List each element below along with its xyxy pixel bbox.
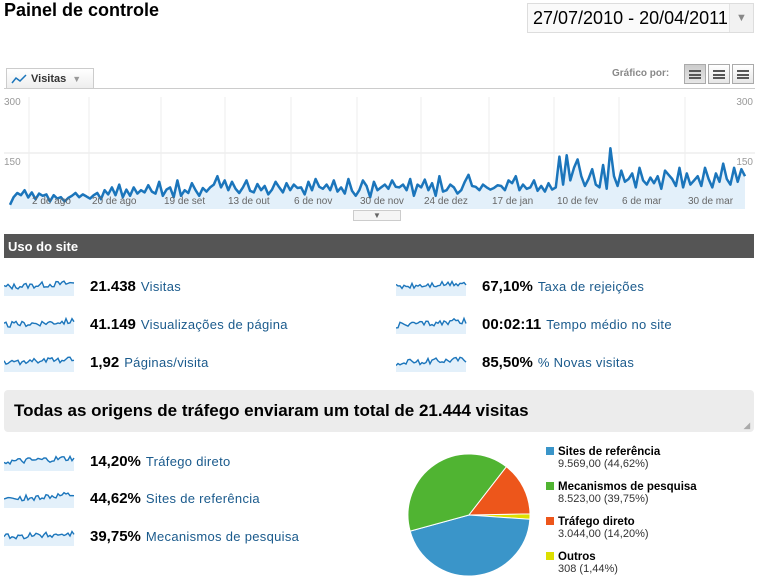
visits-chart-svg: 300 150 300 150 2 de ago 20 de ago 19 de set 13… bbox=[4, 97, 755, 209]
sparkline-icon bbox=[4, 316, 75, 334]
x-axis-label: 24 de dez bbox=[424, 196, 468, 207]
line-chart-icon bbox=[11, 73, 27, 83]
usage-stat-link[interactable]: Taxa de rejeições bbox=[537, 278, 645, 294]
x-axis-label: 10 de fev bbox=[557, 196, 598, 207]
traffic-stat-value: 14,20% bbox=[90, 452, 141, 470]
x-axis-label: 13 de out bbox=[228, 196, 270, 207]
legend-item: Mecanismos de pesquisa 8.523,00 (39,75%) bbox=[546, 481, 697, 505]
metric-label: Visitas bbox=[31, 72, 67, 85]
traffic-sources-header: Todas as origens de tráfego enviaram um … bbox=[4, 390, 754, 432]
visits-chart[interactable]: 300 150 300 150 2 de ago 20 de ago 19 de set 13… bbox=[4, 88, 755, 212]
page-title: Painel de controle bbox=[4, 0, 160, 20]
collapse-chart-button[interactable]: ▼ bbox=[353, 210, 401, 221]
traffic-pie-chart[interactable] bbox=[404, 450, 534, 580]
date-range-value: 27/07/2010 - 20/04/2011 bbox=[533, 7, 728, 28]
series-area bbox=[10, 148, 745, 209]
list-icon bbox=[713, 69, 725, 79]
legend-detail: 308 (1,44%) bbox=[558, 563, 618, 575]
usage-stat-value: 67,10% bbox=[482, 277, 533, 295]
sparkline-icon bbox=[396, 356, 467, 372]
pie-slice bbox=[407, 453, 508, 532]
x-axis-label: 30 de mar bbox=[688, 196, 734, 207]
legend-item: Tráfego direto 3.044,00 (14,20%) bbox=[546, 516, 649, 540]
traffic-stat-value: 44,62% bbox=[90, 489, 141, 507]
legend-swatch bbox=[546, 552, 554, 560]
legend-name: Tráfego direto bbox=[558, 516, 635, 528]
y-axis-label-left: 150 bbox=[4, 157, 21, 168]
usage-stat-value: 41.149 bbox=[90, 315, 136, 333]
x-axis-label: 2 de ago bbox=[32, 196, 71, 207]
usage-stat: 85,50%% Novas visitas bbox=[396, 350, 634, 374]
traffic-stat: 39,75% Mecanismos de pesquisa bbox=[4, 524, 299, 548]
list-icon bbox=[737, 69, 749, 79]
sparkline-icon bbox=[4, 530, 75, 546]
legend-item: Sites de referência 9.569,00 (44,62%) bbox=[546, 446, 660, 470]
graph-by-day-button[interactable] bbox=[684, 64, 706, 84]
chevron-down-icon[interactable]: ▼ bbox=[729, 4, 753, 32]
x-axis-label: 19 de set bbox=[164, 196, 205, 207]
traffic-stat-value: 39,75% bbox=[90, 527, 141, 545]
legend-swatch bbox=[546, 517, 554, 525]
usage-stat-value: 00:02:11 bbox=[482, 315, 542, 333]
legend-swatch bbox=[546, 447, 554, 455]
sparkline-icon bbox=[396, 280, 467, 296]
usage-stat-value: 21.438 bbox=[90, 277, 136, 295]
legend-item: Outros 308 (1,44%) bbox=[546, 551, 618, 575]
traffic-stat-link[interactable]: Sites de referência bbox=[145, 490, 260, 506]
usage-stat: 67,10% Taxa de rejeições bbox=[396, 274, 644, 298]
metric-selector[interactable]: Visitas ▼ bbox=[6, 68, 94, 88]
legend-detail: 9.569,00 (44,62%) bbox=[558, 458, 649, 470]
pie-slice bbox=[409, 514, 531, 577]
usage-stat: 1,92 Páginas/visita bbox=[4, 350, 209, 374]
usage-stat: 00:02:11 Tempo médio no site bbox=[396, 312, 672, 336]
list-icon bbox=[689, 69, 701, 79]
traffic-stat-link[interactable]: Tráfego direto bbox=[145, 453, 231, 469]
y-axis-label-right: 150 bbox=[736, 157, 753, 168]
x-axis-label: 17 de jan bbox=[492, 196, 533, 207]
legend-name: Outros bbox=[558, 551, 596, 563]
usage-stat-value: 1,92 bbox=[90, 353, 120, 371]
sparkline-icon bbox=[4, 491, 75, 508]
traffic-stat-link[interactable]: Mecanismos de pesquisa bbox=[145, 528, 300, 544]
x-axis-label: 20 de ago bbox=[92, 196, 137, 207]
sparkline-icon bbox=[4, 454, 75, 471]
y-axis-label-right: 300 bbox=[736, 97, 753, 108]
sparkline-icon bbox=[4, 280, 75, 296]
legend-detail: 3.044,00 (14,20%) bbox=[558, 528, 649, 540]
usage-stat: 21.438 Visitas bbox=[4, 274, 181, 298]
series-line bbox=[8, 146, 747, 206]
corner-icon: ◢ bbox=[743, 421, 750, 430]
usage-stat: 41.149 Visualizações de página bbox=[4, 312, 288, 336]
traffic-sources-title: Todas as origens de tráfego enviaram um … bbox=[14, 401, 529, 420]
usage-stat-link[interactable]: Visualizações de página bbox=[140, 316, 288, 332]
sparkline-icon bbox=[396, 316, 467, 334]
pie-slice bbox=[467, 466, 531, 516]
usage-stat-link[interactable]: Páginas/visita bbox=[124, 354, 209, 370]
legend-swatch bbox=[546, 482, 554, 490]
legend-detail: 8.523,00 (39,75%) bbox=[558, 493, 649, 505]
traffic-stat: 14,20% Tráfego direto bbox=[4, 449, 231, 473]
usage-stat-link[interactable]: Visitas bbox=[140, 278, 182, 294]
usage-stat-link[interactable]: % Novas visitas bbox=[537, 354, 635, 370]
graph-by-label: Gráfico por: bbox=[612, 68, 670, 79]
legend-name: Sites de referência bbox=[558, 446, 661, 458]
x-axis-label: 30 de nov bbox=[360, 196, 404, 207]
graph-by-week-button[interactable] bbox=[708, 64, 730, 84]
usage-stat-link[interactable]: Tempo médio no site bbox=[546, 316, 672, 332]
dropdown-arrow-icon: ▼ bbox=[72, 73, 82, 84]
sparkline-icon bbox=[4, 356, 75, 372]
traffic-stat: 44,62% Sites de referência bbox=[4, 486, 260, 510]
graph-by-month-button[interactable] bbox=[732, 64, 754, 84]
usage-stat-value: 85,50% bbox=[482, 353, 533, 371]
y-axis-label-left: 300 bbox=[4, 97, 21, 108]
legend-name: Mecanismos de pesquisa bbox=[558, 481, 697, 493]
x-axis-label: 6 de mar bbox=[622, 196, 662, 207]
date-range-picker[interactable]: 27/07/2010 - 20/04/2011 ▼ bbox=[527, 3, 754, 33]
site-usage-header: Uso do site bbox=[4, 234, 754, 258]
x-axis-label: 6 de nov bbox=[294, 196, 332, 207]
